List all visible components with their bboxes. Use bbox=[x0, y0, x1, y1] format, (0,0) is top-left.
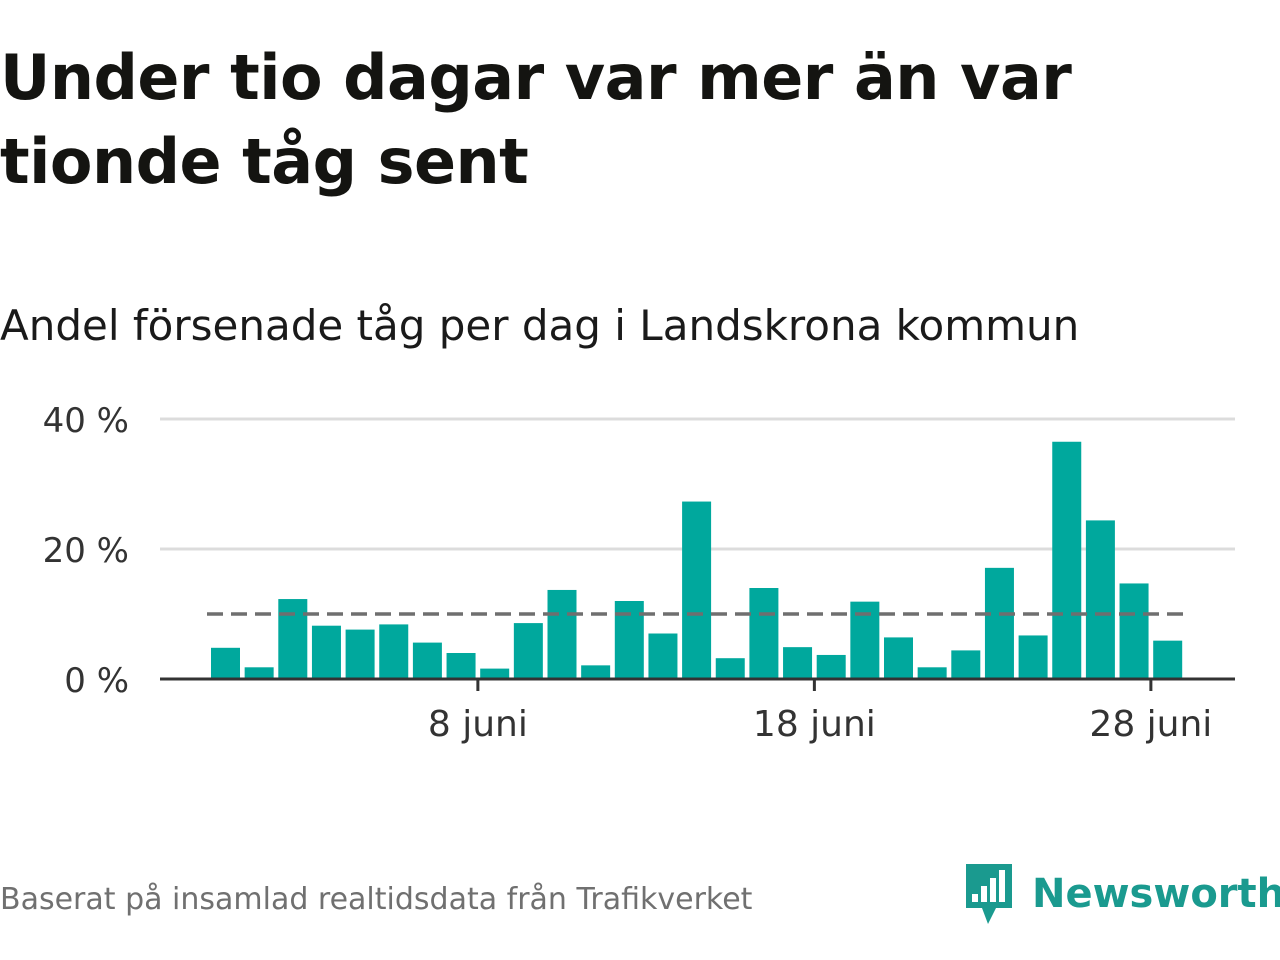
bar bbox=[1018, 635, 1048, 679]
bar bbox=[749, 588, 779, 679]
bar bbox=[984, 567, 1014, 679]
bar bbox=[412, 642, 442, 679]
bar bbox=[1085, 520, 1115, 679]
bar bbox=[682, 501, 712, 679]
bar bbox=[1153, 640, 1183, 679]
bar bbox=[816, 654, 846, 679]
bar bbox=[446, 653, 476, 679]
x-tick-label: 18 juni bbox=[753, 704, 876, 745]
bar-chart: 0 % 20 % 40 % 8 juni 18 juni 28 juni bbox=[43, 401, 1235, 745]
y-tick-label: 0 % bbox=[64, 661, 129, 701]
bar bbox=[244, 667, 274, 679]
bar bbox=[211, 647, 240, 679]
chart-title: Under tio dagar var mer än var tionde tå… bbox=[0, 41, 1072, 198]
bar bbox=[547, 589, 577, 679]
bar bbox=[1052, 441, 1082, 679]
bar bbox=[917, 667, 947, 679]
x-tick-label: 8 juni bbox=[428, 704, 528, 745]
bar bbox=[311, 625, 341, 679]
y-tick-label: 40 % bbox=[43, 401, 129, 441]
bar bbox=[379, 624, 409, 679]
bar bbox=[513, 623, 543, 679]
bar bbox=[884, 637, 913, 679]
brand-logo: Newsworthy bbox=[964, 864, 1280, 924]
bar bbox=[648, 633, 678, 679]
chart-subtitle: Andel försenade tåg per dag i Landskrona… bbox=[0, 301, 1080, 350]
bar bbox=[581, 665, 611, 679]
bar bbox=[951, 650, 981, 679]
bar bbox=[278, 599, 308, 679]
brand-name: Newsworthy bbox=[1032, 871, 1280, 917]
newsworthy-icon bbox=[966, 864, 1012, 924]
bar bbox=[1119, 583, 1149, 679]
bar bbox=[480, 668, 510, 679]
bar bbox=[715, 658, 745, 679]
x-tick-label: 28 juni bbox=[1089, 704, 1212, 745]
bar bbox=[345, 629, 375, 679]
source-note: Baserat på insamlad realtidsdata från Tr… bbox=[0, 882, 753, 917]
bar bbox=[783, 647, 813, 679]
y-tick-label: 20 % bbox=[43, 531, 129, 571]
